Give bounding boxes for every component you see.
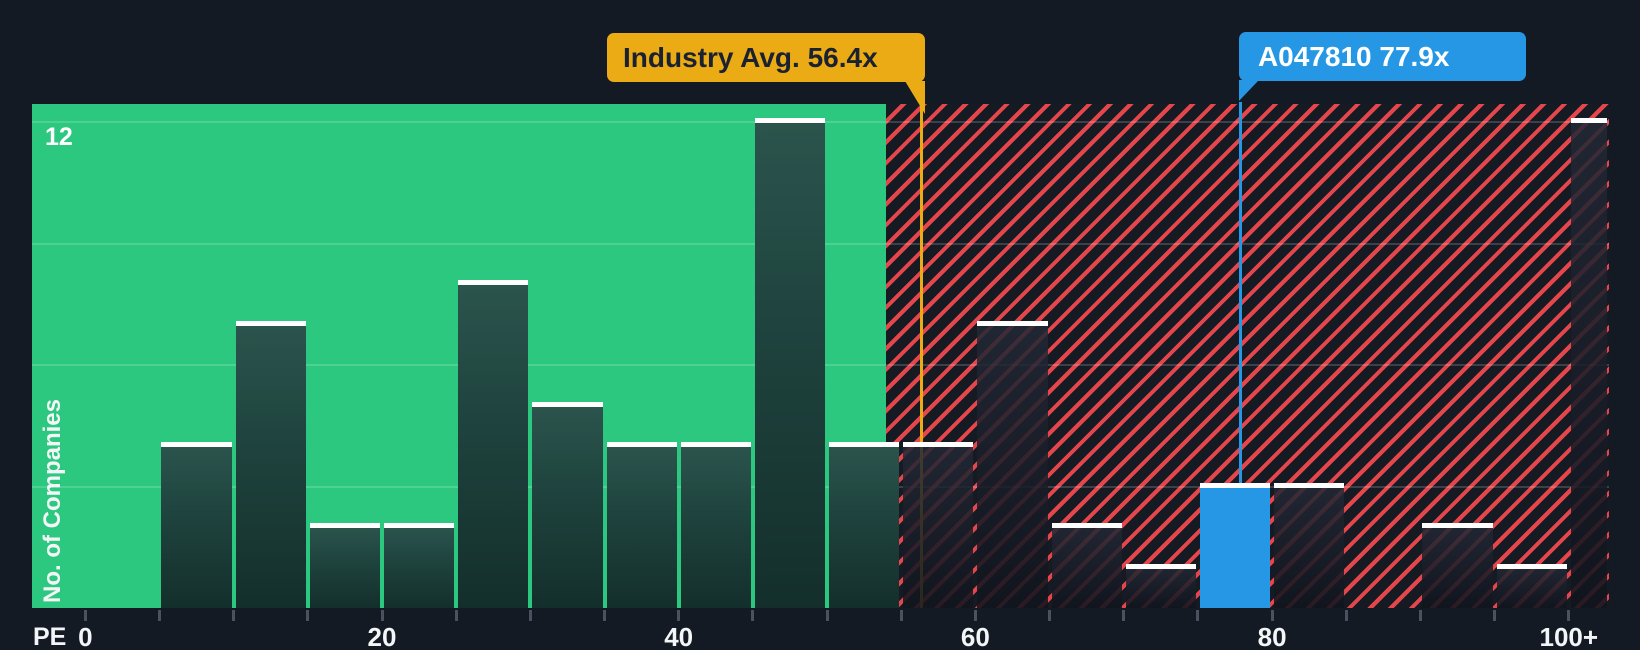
company-pe-line bbox=[1239, 102, 1243, 483]
x-tick-label: 80 bbox=[1257, 622, 1287, 650]
bar-15-20[interactable] bbox=[309, 523, 380, 608]
x-axis-tick bbox=[528, 610, 532, 621]
x-tick-label: 40 bbox=[664, 622, 694, 650]
bar-55-60[interactable] bbox=[903, 442, 974, 608]
x-tick-label: 20 bbox=[367, 622, 397, 650]
x-axis-title: PE bbox=[33, 623, 67, 650]
bar-top-cap bbox=[309, 523, 380, 528]
x-axis-tick bbox=[1567, 610, 1571, 621]
bar-top-cap bbox=[161, 442, 232, 447]
industry-average-callout: Industry Avg. 56.4x bbox=[606, 33, 925, 114]
x-axis-tick bbox=[1122, 610, 1126, 621]
company-pe-callout: A047810 77.9x bbox=[1238, 32, 1526, 101]
x-axis-tick bbox=[306, 610, 310, 621]
tooltip-pointer bbox=[1238, 80, 1259, 101]
x-axis-tick bbox=[603, 610, 607, 621]
bar-top-cap bbox=[977, 320, 1048, 326]
bar-top-cap bbox=[384, 523, 455, 528]
bar-top-cap bbox=[829, 442, 900, 447]
bar-80-85[interactable] bbox=[1274, 482, 1345, 608]
bar-50-55[interactable] bbox=[829, 442, 900, 608]
x-axis-tick bbox=[380, 610, 384, 621]
bar-40-45[interactable] bbox=[680, 442, 751, 608]
x-axis-tick bbox=[973, 610, 977, 621]
bar-65-70[interactable] bbox=[1051, 523, 1122, 608]
bar-top-cap bbox=[1125, 563, 1196, 569]
bar-top-cap bbox=[1051, 523, 1122, 528]
x-axis-tick bbox=[83, 610, 87, 621]
x-axis-tick bbox=[1418, 610, 1422, 621]
x-axis-tick bbox=[1493, 610, 1497, 621]
x-axis-tick bbox=[1270, 610, 1274, 621]
bar-top-cap bbox=[1422, 523, 1493, 528]
bar-60-65[interactable] bbox=[977, 320, 1048, 608]
bar-top-cap bbox=[1199, 482, 1271, 488]
x-axis-tick bbox=[1048, 610, 1052, 621]
bar-20-25[interactable] bbox=[384, 523, 455, 608]
bar-95-100[interactable] bbox=[1496, 563, 1567, 608]
x-axis-tick bbox=[751, 610, 755, 621]
bar-top-cap bbox=[903, 442, 974, 447]
bar-30-35[interactable] bbox=[532, 401, 603, 608]
x-axis-tick bbox=[825, 610, 829, 621]
bar-10-15[interactable] bbox=[235, 320, 306, 608]
x-axis-tick bbox=[677, 610, 681, 621]
industry-average-line bbox=[920, 102, 924, 608]
bar-top-cap bbox=[458, 280, 529, 285]
x-axis-tick bbox=[1344, 610, 1348, 621]
company-pe-label: A047810 77.9x bbox=[1257, 41, 1450, 72]
bar-top-cap bbox=[235, 320, 306, 326]
y-axis-max-tick-label: 12 bbox=[45, 123, 73, 151]
bar-70-75[interactable] bbox=[1125, 563, 1196, 608]
bar-top-cap bbox=[680, 442, 751, 447]
bar-5-10[interactable] bbox=[161, 442, 232, 608]
bar-75-80[interactable] bbox=[1199, 482, 1271, 608]
x-tick-label: 60 bbox=[960, 622, 990, 650]
bar-top-cap bbox=[1570, 118, 1607, 123]
x-axis-tick bbox=[1196, 610, 1200, 621]
x-axis-tick bbox=[157, 610, 161, 621]
bar-top-cap bbox=[532, 401, 603, 407]
x-axis-tick bbox=[454, 610, 458, 621]
bar-top-cap bbox=[606, 442, 677, 447]
bar-top-cap bbox=[1496, 563, 1567, 569]
industry-average-label: Industry Avg. 56.4x bbox=[622, 42, 878, 73]
x-axis-tick bbox=[232, 610, 236, 621]
bar-25-30[interactable] bbox=[458, 280, 529, 608]
bar-35-40[interactable] bbox=[606, 442, 677, 608]
bar-top-cap bbox=[754, 118, 826, 123]
x-tick-label: 0 bbox=[78, 622, 93, 650]
y-axis-title: No. of Companies bbox=[39, 398, 66, 604]
bar-90-95[interactable] bbox=[1422, 523, 1493, 608]
x-axis-tick bbox=[899, 610, 903, 621]
bar-top-cap bbox=[1274, 482, 1345, 488]
bar-100-plus[interactable] bbox=[1570, 118, 1607, 608]
bar-45-50[interactable] bbox=[754, 118, 826, 608]
x-tick-label: 100+ bbox=[1539, 622, 1599, 650]
